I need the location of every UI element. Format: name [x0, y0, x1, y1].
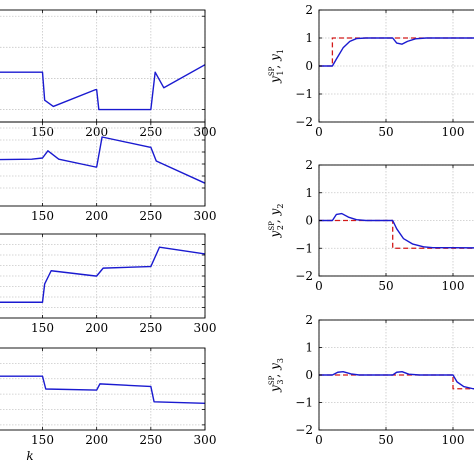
- panel-right-2-ytick-label: 2: [305, 158, 313, 172]
- ylabel-comma: ,: [268, 215, 282, 223]
- ylabel-comma: ,: [268, 61, 282, 69]
- ylabel-y: y: [268, 230, 282, 238]
- panel-left-4-xtick-label: 250: [139, 433, 162, 447]
- panel-left-4-xtick-label: 200: [85, 433, 108, 447]
- panel-right-2-ytick-label: 1: [305, 186, 313, 200]
- panel-right-1-frame: [318, 9, 474, 123]
- panel-right-3-ytick-label: 2: [305, 313, 313, 327]
- panel-right-1-ytick-label: 0: [305, 59, 313, 73]
- panel-left-4-xtick-label: 300: [194, 433, 217, 447]
- ylabel-y2: y: [268, 208, 282, 216]
- ylabel-y2: y: [268, 54, 282, 62]
- panel-left-3: 150 200 250 300: [0, 233, 217, 335]
- panel-right-1-series-setpoint: [319, 37, 474, 67]
- panel-right-1-ytick-label: −2: [295, 115, 313, 129]
- panel-left-2-series-line0: [0, 136, 205, 184]
- panel-left-2: 150 200 250 300: [0, 121, 217, 223]
- panel-right-2-ylabel: ySP2, y2: [268, 204, 285, 239]
- panel-right-3-ytick-label: 1: [305, 341, 313, 355]
- panel-right-3-ytick-label: −1: [295, 396, 313, 410]
- panel-left-3-xtick-label: 250: [139, 321, 162, 335]
- ylabel-sp: SP: [268, 66, 276, 76]
- panel-right-3-xtick-label: 50: [378, 433, 393, 447]
- panel-right-1-series-output: [319, 37, 474, 67]
- panel-left-2-xtick-label: 250: [139, 209, 162, 223]
- ylabel-y2: y: [268, 363, 282, 371]
- panel-right-2-ytick-label: −2: [295, 269, 313, 283]
- panel-right-3-ytick-label: −2: [295, 423, 313, 437]
- panel-left-2-xtick-label: 300: [194, 209, 217, 223]
- ylabel-y: y: [268, 385, 282, 393]
- panel-right-3-series-setpoint: [319, 374, 474, 390]
- ylabel-sub: 3: [276, 380, 285, 385]
- panel-right-1-xtick-label: 0: [315, 125, 323, 139]
- panel-left-3-xtick-label: 300: [194, 321, 217, 335]
- ylabel-sub2: 1: [276, 49, 285, 54]
- panel-right-1-ytick-label: 2: [305, 3, 313, 17]
- panel-right-2-series-setpoint: [319, 219, 474, 249]
- ylabel-y: y: [268, 76, 282, 84]
- panel-right-3-ytick-label: 0: [305, 368, 313, 382]
- panel-right-2-xtick-label: 50: [378, 279, 393, 293]
- ylabel-sp: SP: [268, 221, 276, 231]
- ylabel-sub2: 2: [276, 204, 285, 209]
- ylabel-sub2: 3: [276, 358, 285, 363]
- panel-right-2-series-output: [319, 212, 474, 249]
- panel-right-3-ylabel: ySP3, y3: [268, 358, 285, 393]
- panel-left-3-xtick-label: 200: [85, 321, 108, 335]
- panel-right-3-series-output: [319, 371, 474, 390]
- panel-right-2-xtick-label: 100: [442, 279, 465, 293]
- panel-left-4-xlabel: k: [26, 449, 33, 463]
- panel-left-4-series-line0: [0, 375, 205, 405]
- panel-right-2-ytick-label: 0: [305, 214, 313, 228]
- panel-right-3-xtick-label: 0: [315, 433, 323, 447]
- panel-right-1-xtick-label: 100: [442, 125, 465, 139]
- panel-right-2-frame: [318, 164, 474, 277]
- ylabel-sp: SP: [268, 375, 276, 385]
- panel-right-1-ytick-label: 1: [305, 31, 313, 45]
- panel-right-2-xtick-label: 0: [315, 279, 323, 293]
- panel-left-3-series-line0: [0, 246, 205, 303]
- panel-right-1-ytick-label: −1: [295, 87, 313, 101]
- panel-left-1-series-line0: [0, 64, 205, 111]
- panel-left-4: 150 200 250 300 k: [0, 347, 217, 463]
- panel-left-4-xtick-label: 150: [31, 433, 54, 447]
- ylabel-sub: 2: [276, 225, 285, 230]
- ylabel-comma: ,: [268, 370, 282, 378]
- panel-left-1-frame: [0, 9, 206, 123]
- panel-left-1: 150 200 250 300: [0, 9, 216, 139]
- panel-right-2-ytick-label: −1: [295, 241, 313, 255]
- panel-right-3-xtick-label: 100: [442, 433, 465, 447]
- panel-right-1-xtick-label: 50: [378, 125, 393, 139]
- panel-right-1-ylabel: ySP1, y1: [268, 49, 285, 84]
- panel-left-3-xtick-label: 150: [31, 321, 54, 335]
- panel-left-2-xtick-label: 200: [85, 209, 108, 223]
- panel-left-4-frame: [0, 347, 206, 431]
- panel-left-2-xtick-label: 150: [31, 209, 54, 223]
- ylabel-sub: 1: [276, 71, 285, 76]
